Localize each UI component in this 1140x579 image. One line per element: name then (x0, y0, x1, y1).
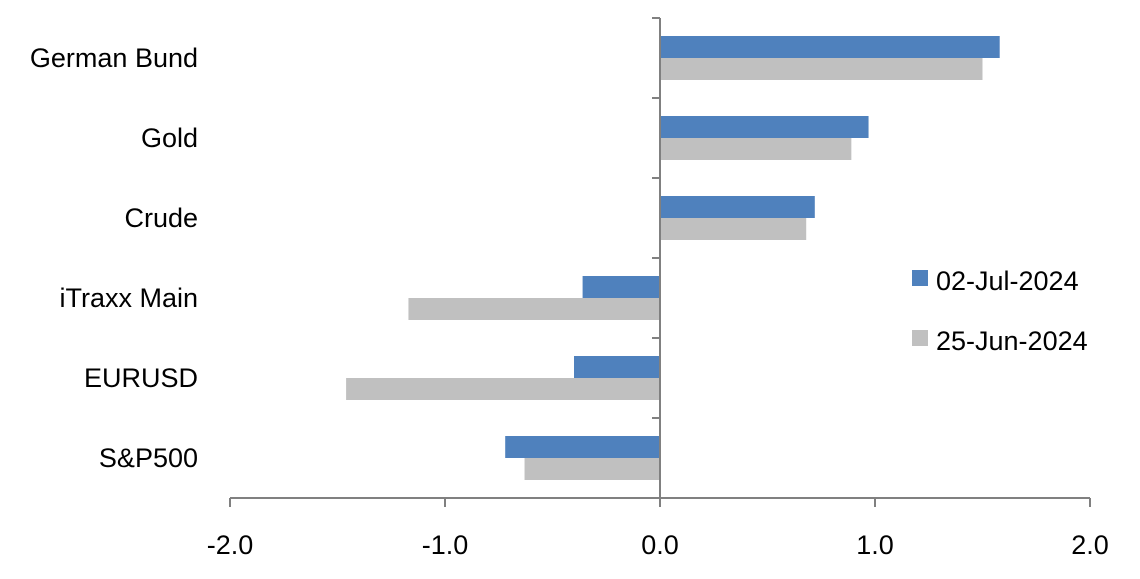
bar-gold-0 (660, 116, 869, 138)
bar-german-bund-0 (660, 36, 1000, 58)
bar-eurusd-1 (346, 378, 660, 400)
bar-s-p500-1 (524, 458, 660, 480)
x-tick-label: 2.0 (1071, 530, 1109, 560)
x-tick-label: 0.0 (641, 530, 679, 560)
bar-german-bund-1 (660, 58, 983, 80)
x-tick-label: 1.0 (856, 530, 894, 560)
category-label: S&P500 (99, 443, 198, 473)
legend-swatch (912, 270, 928, 286)
bar-eurusd-0 (574, 356, 660, 378)
category-label: Gold (141, 123, 198, 153)
category-label: German Bund (30, 43, 198, 73)
bar-crude-0 (660, 196, 815, 218)
legend-label: 25-Jun-2024 (936, 326, 1088, 356)
category-label: iTraxx Main (59, 283, 198, 313)
category-label: EURUSD (84, 363, 198, 393)
bar-crude-1 (660, 218, 807, 240)
bar-s-p500-0 (505, 436, 660, 458)
legend-swatch (912, 330, 928, 346)
bar-itraxx-main-1 (408, 298, 660, 320)
x-tick-label: -1.0 (422, 530, 469, 560)
category-label: Crude (124, 203, 198, 233)
bar-gold-1 (660, 138, 852, 160)
bar-itraxx-main-0 (582, 276, 660, 298)
legend-label: 02-Jul-2024 (936, 266, 1079, 296)
x-tick-label: -2.0 (207, 530, 254, 560)
